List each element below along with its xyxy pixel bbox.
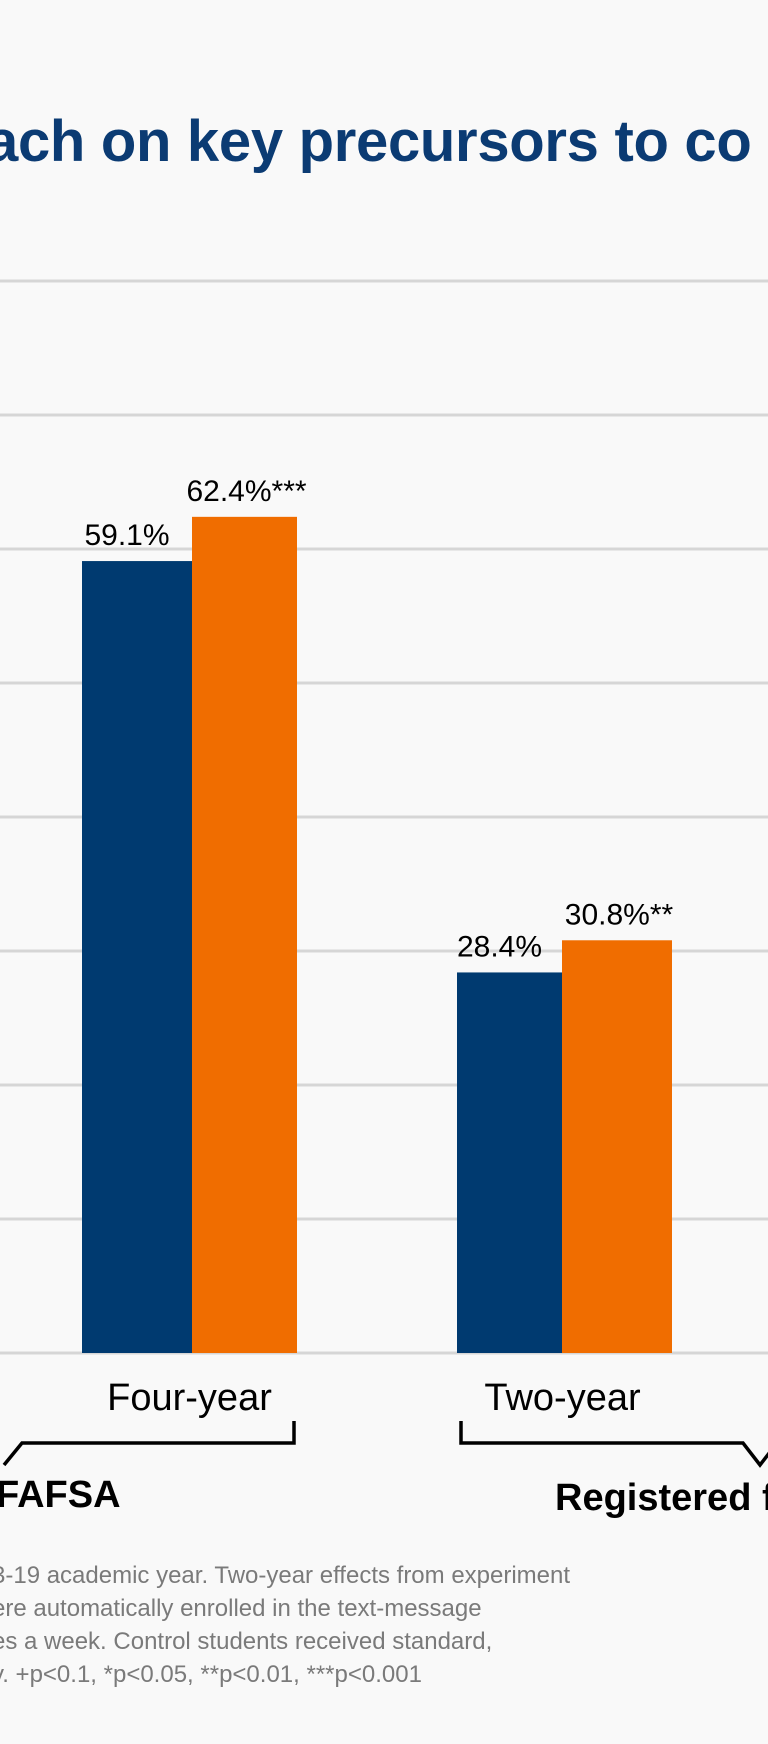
footnote: 3-19 academic year. Two-year effects fro… <box>0 1562 768 1702</box>
bar-2-2 <box>562 940 672 1353</box>
footnote-line-1: 3-19 academic year. Two-year effects fro… <box>0 1562 571 1589</box>
bracket-2 <box>459 1421 768 1468</box>
bar-2-1 <box>457 972 562 1353</box>
bar-label-2-2: 30.8%** <box>565 898 674 931</box>
chart-title: ach on key precursors to co <box>0 109 752 174</box>
category-label-2: Two-year <box>484 1377 641 1419</box>
bar-label-2-1: 28.4% <box>457 930 542 963</box>
bracket-label-2: Registered f <box>555 1477 768 1519</box>
footnote-line-3: es a week. Control students received sta… <box>0 1628 493 1655</box>
bar-label-1-1: 59.1% <box>84 519 169 552</box>
footnote-line-2: ere automatically enrolled in the text-m… <box>0 1595 482 1622</box>
bracket-label-1: FAFSA <box>0 1474 121 1516</box>
bracket-1 <box>2 1421 296 1467</box>
bar-label-1-2: 62.4%*** <box>186 475 306 508</box>
footnote-line-4: y. +p<0.1, *p<0.05, **p<0.01, ***p<0.001 <box>0 1661 422 1688</box>
bar-1-2 <box>192 516 297 1353</box>
title-container: ach on key precursors to co <box>0 108 768 188</box>
bar-1-1 <box>82 561 192 1353</box>
category-label-1: Four-year <box>107 1377 272 1419</box>
